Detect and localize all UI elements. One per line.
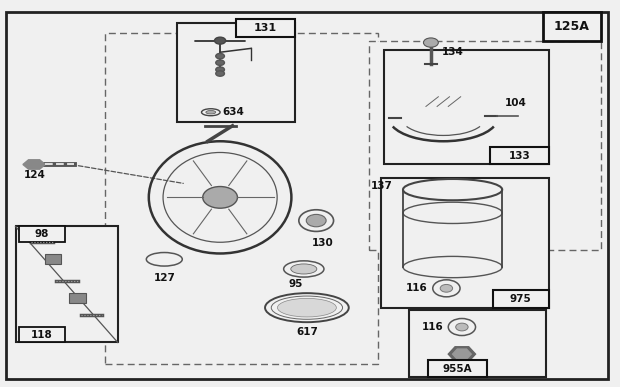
Circle shape (440, 284, 453, 292)
Text: 116: 116 (422, 322, 443, 332)
Bar (428, 360, 487, 377)
Bar (105, 33, 378, 364)
Circle shape (216, 53, 224, 59)
Polygon shape (23, 160, 45, 169)
Bar (19, 327, 65, 342)
Bar (45, 254, 61, 264)
Bar (177, 23, 294, 122)
Ellipse shape (278, 298, 336, 317)
Bar (381, 178, 549, 308)
Ellipse shape (291, 264, 317, 274)
Text: 124: 124 (24, 170, 45, 180)
Circle shape (216, 71, 224, 76)
Bar (493, 290, 549, 308)
Text: 125A: 125A (554, 20, 590, 33)
Circle shape (456, 323, 468, 331)
Circle shape (216, 60, 224, 65)
Text: 127: 127 (153, 273, 175, 283)
Circle shape (306, 214, 326, 227)
Text: 617: 617 (296, 327, 318, 337)
Bar (384, 50, 549, 164)
Text: 131: 131 (254, 23, 277, 33)
Circle shape (216, 67, 224, 72)
Circle shape (215, 37, 226, 44)
Text: 975: 975 (510, 294, 532, 304)
Text: 95: 95 (288, 279, 303, 289)
Bar (542, 12, 601, 41)
Circle shape (203, 187, 237, 208)
Ellipse shape (206, 111, 216, 114)
Text: 130: 130 (311, 238, 334, 248)
Bar (369, 41, 601, 250)
Bar (236, 19, 294, 37)
Polygon shape (448, 347, 476, 361)
Text: 116: 116 (406, 283, 428, 293)
Polygon shape (453, 349, 471, 359)
Text: 955A: 955A (443, 364, 472, 373)
Bar (409, 310, 546, 377)
Text: 118: 118 (31, 330, 53, 340)
Bar (16, 226, 118, 342)
Text: 634: 634 (222, 107, 244, 117)
Text: 133: 133 (508, 151, 530, 161)
Bar (490, 147, 549, 164)
Text: 104: 104 (505, 98, 527, 108)
Text: 134: 134 (442, 47, 464, 57)
Text: 98: 98 (35, 229, 49, 239)
Text: 137: 137 (371, 181, 392, 191)
Bar (19, 226, 65, 242)
Bar (69, 293, 86, 303)
Circle shape (423, 38, 438, 47)
